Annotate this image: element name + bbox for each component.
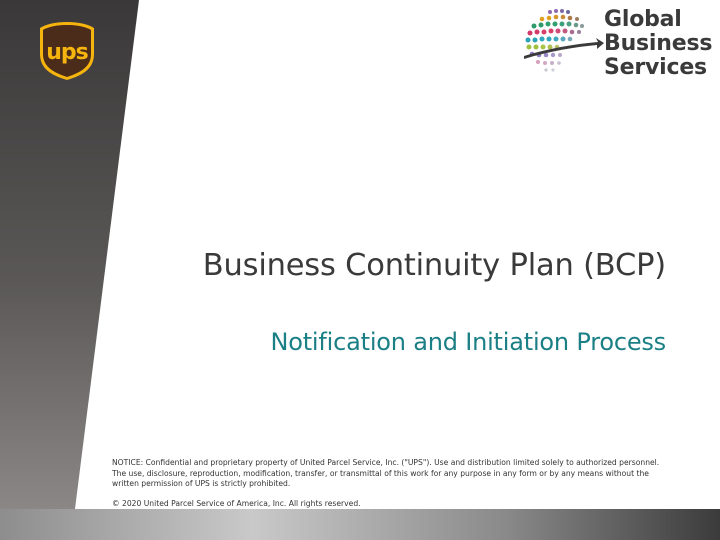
bottom-bar [0, 509, 720, 540]
gbs-line-services: Services [604, 55, 707, 80]
slide-title: Business Continuity Plan (BCP) [202, 248, 666, 283]
ups-logo-text: ups [46, 40, 88, 65]
gbs-line-business: Business [604, 31, 713, 56]
gbs-line-global: Global [604, 7, 682, 32]
confidentiality-notice: NOTICE: Confidential and proprietary pro… [112, 458, 660, 488]
gbs-logo-text: Global Business Services [604, 8, 712, 80]
globe-dots-logo-icon [524, 9, 604, 72]
ups-shield-logo-icon: ups [40, 22, 94, 80]
copyright-text: © 2020 United Parcel Service of America,… [112, 499, 361, 508]
slide-subtitle: Notification and Initiation Process [270, 328, 666, 356]
